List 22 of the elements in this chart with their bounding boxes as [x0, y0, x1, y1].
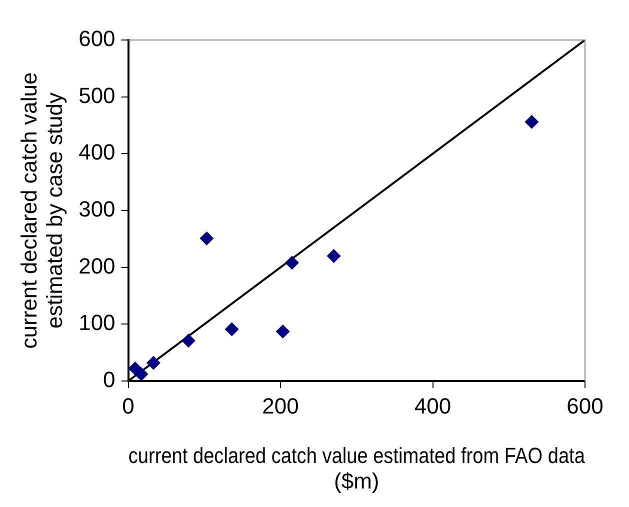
- y-tick-label: 600: [78, 26, 116, 52]
- y-tick-label: 300: [78, 196, 116, 222]
- x-tick-label: 400: [414, 393, 452, 418]
- y-tick-label: 0: [103, 367, 116, 392]
- y-tick-label: 500: [78, 82, 116, 108]
- point: [181, 334, 196, 348]
- y-axis-title: current declared catch value estimated by case study: [16, 72, 68, 349]
- x-tick-label: 600: [566, 393, 604, 418]
- point: [224, 322, 239, 336]
- point: [326, 248, 341, 263]
- point: [524, 114, 539, 129]
- point: [284, 256, 299, 270]
- point: [276, 324, 290, 339]
- point: [146, 356, 160, 370]
- x-tick-label: 0: [122, 393, 134, 418]
- point: [134, 367, 148, 381]
- x-axis-title: current declared catch value estimated from FAO data ($m): [128, 444, 586, 494]
- point: [200, 231, 214, 246]
- x-tick-label: 200: [262, 393, 299, 418]
- y-tick-label: 400: [78, 140, 116, 165]
- y-tick-label: 200: [78, 253, 116, 278]
- y-tick-label: 100: [78, 310, 116, 336]
